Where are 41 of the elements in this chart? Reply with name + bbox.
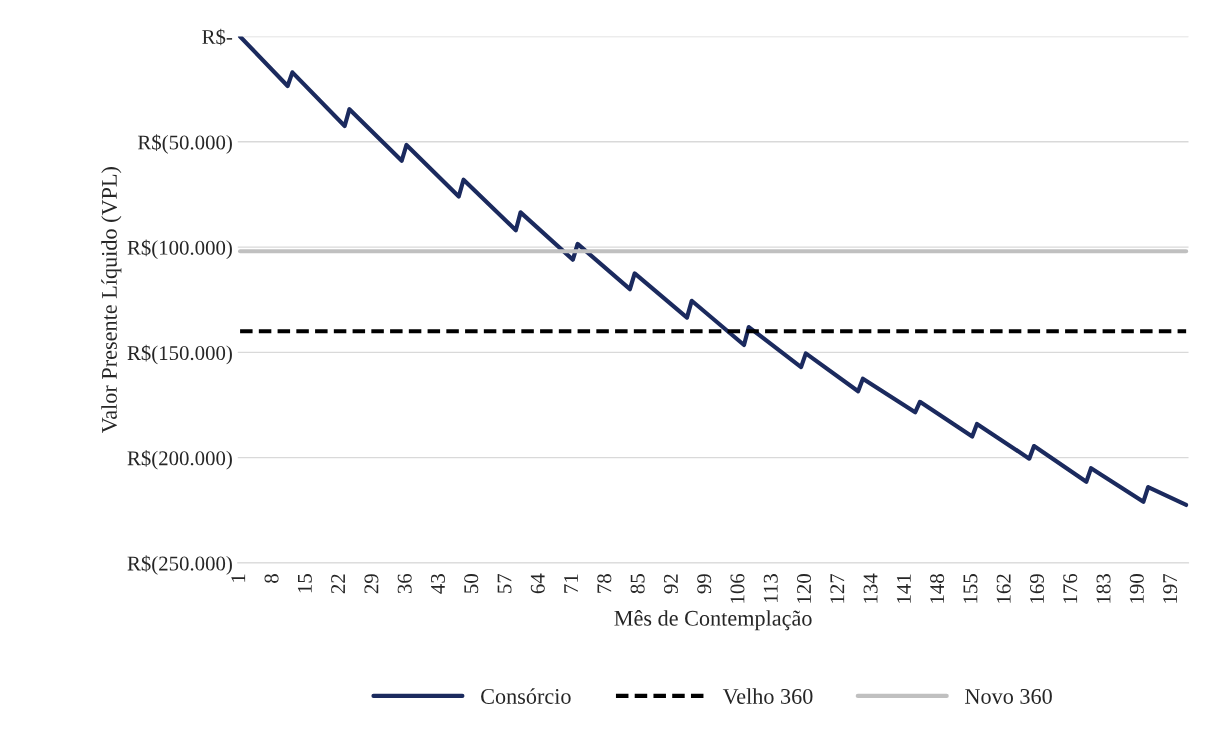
legend-label: Consórcio	[481, 688, 571, 704]
x-tick-label: 15	[297, 574, 312, 593]
x-tick-label: 57	[497, 573, 512, 593]
y-axis-title: Valor Presente Líquido (VPL)	[101, 167, 122, 434]
x-tick-label: 113	[763, 574, 778, 602]
x-tick-label: 176	[1063, 573, 1078, 603]
y-tick-label: R$(200.000)	[127, 450, 232, 470]
x-tick-label: 43	[430, 574, 445, 594]
x-tick-label: 50	[464, 574, 479, 593]
x-axis-title: Mês de Contemplação	[614, 610, 812, 631]
y-tick-label: R$(50.000)	[137, 134, 232, 154]
legend-label: Velho 360	[722, 688, 813, 705]
line-series	[237, 36, 1189, 508]
x-tick-label: 190	[1129, 574, 1144, 603]
legend-label: Novo 360	[965, 688, 1052, 704]
x-tick-label: 106	[730, 573, 745, 603]
x-tick-label: 134	[863, 573, 878, 603]
x-tick-label: 36	[397, 573, 412, 594]
x-tick-label: 85	[630, 574, 645, 594]
x-tick-label: 71	[564, 574, 578, 593]
x-tick-label: 127	[830, 573, 845, 603]
x-tick-label: 197	[1163, 573, 1178, 603]
y-tick-label: R$-	[202, 28, 233, 46]
x-tick-label: 29	[364, 574, 379, 594]
x-tick-label: 78	[597, 574, 612, 593]
y-tick-label: R$(250.000)	[127, 555, 232, 575]
x-tick-label: 148	[930, 574, 945, 603]
y-tick-label: R$(150.000)	[127, 344, 232, 365]
x-tick-label: 141	[896, 574, 911, 603]
x-tick-label: 169	[1029, 574, 1044, 603]
x-tick-label: 64	[530, 573, 545, 594]
x-tick-label: 183	[1096, 574, 1111, 603]
x-tick-label: 1	[231, 574, 246, 582]
x-tick-label: 22	[331, 574, 345, 594]
x-tick-label: 162	[996, 574, 1011, 603]
x-tick-label: 92	[663, 574, 678, 594]
x-tick-label: 155	[963, 574, 978, 603]
x-tick-label: 120	[796, 574, 812, 603]
x-tick-label: 99	[697, 574, 712, 594]
x-tick-label: 8	[264, 574, 279, 583]
y-tick-label: R$(100.000)	[127, 239, 232, 260]
